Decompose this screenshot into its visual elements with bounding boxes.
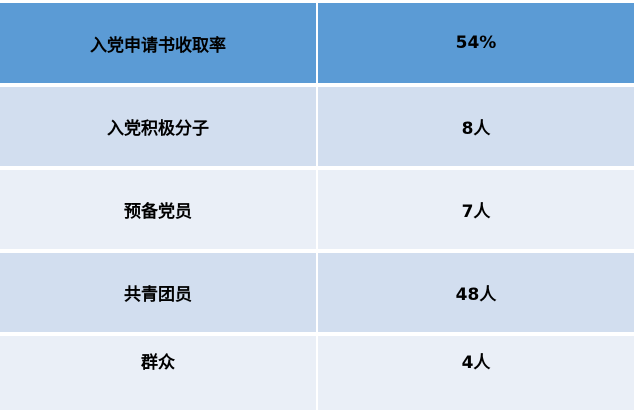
row-label: 群众 [0, 336, 318, 410]
row-value: 7人 [318, 170, 634, 249]
row-value: 48人 [318, 253, 634, 332]
table-row: 共青团员 48人 [0, 253, 634, 336]
row-label: 入党积极分子 [0, 87, 318, 166]
table-row: 群众 4人 [0, 336, 634, 410]
header-label: 入党申请书收取率 [0, 3, 318, 83]
table-row: 预备党员 7人 [0, 170, 634, 253]
row-value: 4人 [318, 336, 634, 410]
header-value: 54% [318, 3, 634, 83]
table-header-row: 入党申请书收取率 54% [0, 3, 634, 87]
table-row: 入党积极分子 8人 [0, 87, 634, 170]
stats-table: 入党申请书收取率 54% 入党积极分子 8人 预备党员 7人 共青团员 48人 … [0, 3, 634, 410]
row-label: 预备党员 [0, 170, 318, 249]
row-label: 共青团员 [0, 253, 318, 332]
row-value: 8人 [318, 87, 634, 166]
